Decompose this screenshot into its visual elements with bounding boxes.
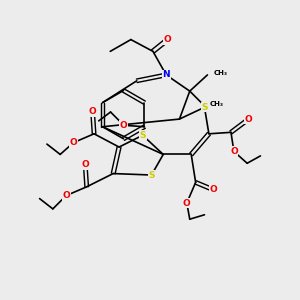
- Text: O: O: [183, 199, 191, 208]
- Text: O: O: [164, 35, 172, 44]
- Text: S: S: [201, 103, 208, 112]
- Text: O: O: [62, 191, 70, 200]
- Text: CH₃: CH₃: [209, 101, 224, 107]
- Text: O: O: [209, 185, 217, 194]
- Text: O: O: [89, 107, 97, 116]
- Text: N: N: [162, 70, 170, 80]
- Text: O: O: [70, 138, 77, 147]
- Text: O: O: [81, 160, 89, 169]
- Text: S: S: [140, 131, 146, 140]
- Text: O: O: [120, 121, 128, 130]
- Text: O: O: [245, 115, 253, 124]
- Text: CH₃: CH₃: [214, 70, 228, 76]
- Text: O: O: [230, 147, 238, 156]
- Text: S: S: [148, 170, 155, 179]
